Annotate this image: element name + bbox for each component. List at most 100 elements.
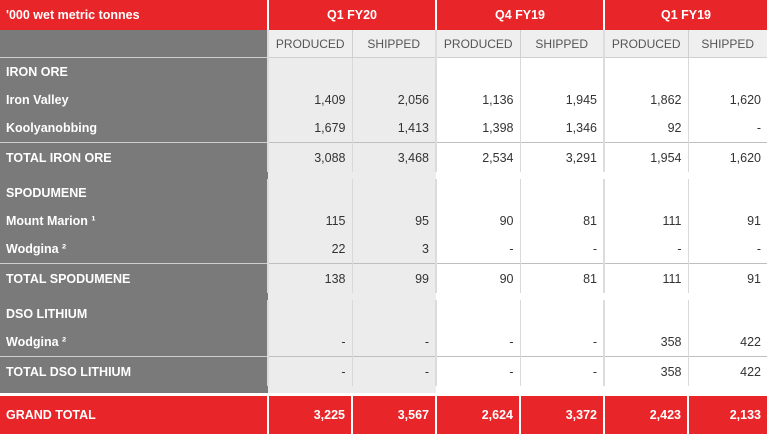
subheader-shipped: SHIPPED xyxy=(688,30,767,58)
spacer-cell xyxy=(520,172,604,179)
subheader-label-cell xyxy=(0,30,268,58)
data-row-value: 1,398 xyxy=(436,114,520,143)
spacer-cell xyxy=(352,172,436,179)
spacer-cell xyxy=(604,172,688,179)
period-header-q1-fy20: Q1 FY20 xyxy=(268,0,436,30)
grand-total-row-value: 2,624 xyxy=(436,395,520,434)
section-title-row-value xyxy=(268,300,352,328)
section-spacer xyxy=(0,172,767,179)
section-title-row-value xyxy=(352,179,436,207)
grand-total-row-value: 2,423 xyxy=(604,395,688,434)
grand-total-row-value: 3,225 xyxy=(268,395,352,434)
total-row-label: TOTAL IRON ORE xyxy=(0,143,268,173)
subheader-produced: PRODUCED xyxy=(604,30,688,58)
data-row-value: 92 xyxy=(604,114,688,143)
section-title-row-label: DSO LITHIUM xyxy=(0,300,268,328)
total-row-value: 3,088 xyxy=(268,143,352,173)
data-row-value: - xyxy=(604,235,688,264)
section-title-row-value xyxy=(268,179,352,207)
data-row-value: 95 xyxy=(352,207,436,235)
section-title-row-label: SPODUMENE xyxy=(0,179,268,207)
data-row-value: - xyxy=(520,235,604,264)
section-title-row-value xyxy=(436,300,520,328)
data-row-label: Wodgina ² xyxy=(0,235,268,264)
data-row-value: 1,413 xyxy=(352,114,436,143)
total-row-value: - xyxy=(352,357,436,387)
period-header-q1-fy19: Q1 FY19 xyxy=(604,0,767,30)
subheader-shipped: SHIPPED xyxy=(352,30,436,58)
total-row-value: 3,468 xyxy=(352,143,436,173)
subheader-row: PRODUCED SHIPPED PRODUCED SHIPPED PRODUC… xyxy=(0,30,767,58)
spacer-cell xyxy=(268,293,352,300)
total-row-value: 91 xyxy=(688,264,767,294)
section-title-row-label: IRON ORE xyxy=(0,58,268,87)
data-row-value: 1,945 xyxy=(520,86,604,114)
spacer-cell xyxy=(688,172,767,179)
section-spacer xyxy=(0,293,767,300)
section-title-row-value xyxy=(604,300,688,328)
data-row-value: - xyxy=(688,235,767,264)
data-row-value: 91 xyxy=(688,207,767,235)
data-row-value: 1,620 xyxy=(688,86,767,114)
data-row-value: 422 xyxy=(688,328,767,357)
units-label: '000 wet metric tonnes xyxy=(0,0,268,30)
data-row-value: - xyxy=(268,328,352,357)
spacer-cell xyxy=(0,293,268,300)
data-row-value: 81 xyxy=(520,207,604,235)
total-row-value: 111 xyxy=(604,264,688,294)
data-row-value: - xyxy=(436,328,520,357)
section-title-row-value xyxy=(352,300,436,328)
section-title-row-value xyxy=(436,179,520,207)
subheader-produced: PRODUCED xyxy=(268,30,352,58)
data-row-label: Mount Marion ¹ xyxy=(0,207,268,235)
section-title-row-value xyxy=(688,300,767,328)
section-title-row-value xyxy=(520,300,604,328)
data-row-value: 358 xyxy=(604,328,688,357)
spacer-cell xyxy=(520,293,604,300)
total-row-value: 90 xyxy=(436,264,520,294)
subheader-shipped: SHIPPED xyxy=(520,30,604,58)
spacer-cell xyxy=(0,172,268,179)
spacer-cell xyxy=(268,386,352,395)
total-row-value: - xyxy=(436,357,520,387)
data-row-value: - xyxy=(352,328,436,357)
section-title-row: SPODUMENE xyxy=(0,179,767,207)
total-row-value: 422 xyxy=(688,357,767,387)
total-row-value: 3,291 xyxy=(520,143,604,173)
data-row-value: 1,862 xyxy=(604,86,688,114)
spacer-cell xyxy=(436,293,520,300)
spacer-cell xyxy=(688,293,767,300)
section-title-row-value xyxy=(436,58,520,87)
spacer-cell xyxy=(436,172,520,179)
total-row-value: 1,620 xyxy=(688,143,767,173)
total-row-value: 1,954 xyxy=(604,143,688,173)
data-row-value: 1,136 xyxy=(436,86,520,114)
section-title-row-value xyxy=(688,179,767,207)
section-title-row-value xyxy=(688,58,767,87)
spacer-cell xyxy=(688,386,767,395)
header-row: '000 wet metric tonnes Q1 FY20 Q4 FY19 Q… xyxy=(0,0,767,30)
total-row-label: TOTAL SPODUMENE xyxy=(0,264,268,294)
data-row-value: - xyxy=(520,328,604,357)
total-row-value: 81 xyxy=(520,264,604,294)
grand-total-row-value: 3,372 xyxy=(520,395,604,434)
spacer-cell xyxy=(268,172,352,179)
data-row-value: 3 xyxy=(352,235,436,264)
data-row-value: - xyxy=(688,114,767,143)
total-row-value: 2,534 xyxy=(436,143,520,173)
data-row-value: 90 xyxy=(436,207,520,235)
data-row-value: - xyxy=(436,235,520,264)
data-row-value: 115 xyxy=(268,207,352,235)
section-title-row-value xyxy=(352,58,436,87)
total-row-value: 99 xyxy=(352,264,436,294)
section-title-row: IRON ORE xyxy=(0,58,767,87)
data-row-value: 1,679 xyxy=(268,114,352,143)
data-row-label: Wodgina ² xyxy=(0,328,268,357)
grand-total-row-value: 3,567 xyxy=(352,395,436,434)
